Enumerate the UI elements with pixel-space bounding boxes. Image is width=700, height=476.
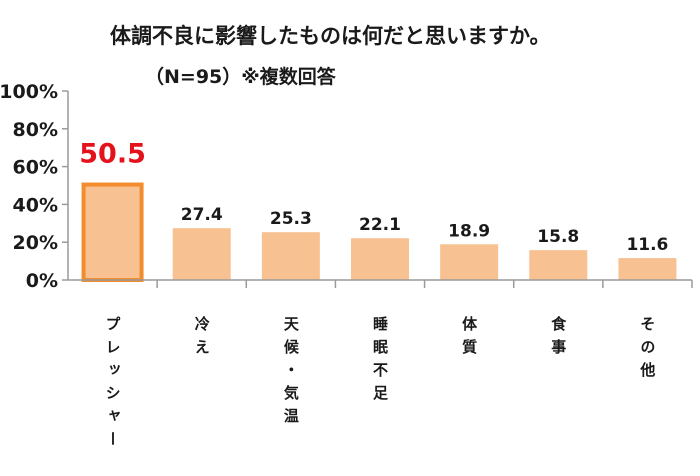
category-label: 冷え — [193, 315, 211, 362]
category-label: その他 — [638, 316, 656, 385]
value-label: 25.3 — [270, 209, 312, 229]
category-label: 食事 — [549, 315, 567, 362]
category-label: 睡眠不足 — [371, 315, 389, 408]
bar — [81, 182, 144, 282]
value-label: 15.8 — [537, 227, 579, 247]
value-label: 27.4 — [181, 205, 223, 225]
bars — [81, 182, 677, 282]
y-axis: 0% 20% 40% 60% 80% 100% — [0, 81, 69, 292]
bar — [261, 232, 320, 280]
bar — [618, 258, 677, 280]
bar — [172, 228, 231, 280]
value-label: 22.1 — [359, 215, 401, 235]
y-tick-label: 80% — [13, 119, 58, 141]
value-label: 11.6 — [626, 235, 668, 255]
category-label: プレッシャー — [104, 316, 122, 454]
category-label: 天候・気温 — [282, 316, 300, 431]
value-label: 50.5 — [79, 139, 146, 170]
bar — [529, 250, 588, 280]
y-tick-label: 40% — [13, 194, 58, 216]
bar — [440, 244, 499, 280]
y-tick-label: 0% — [26, 270, 58, 292]
x-axis: プレッシャー 冷え 天候・気温 睡眠不足 体質 食事 その他 — [68, 279, 693, 454]
value-label: 18.9 — [448, 221, 490, 241]
bar — [351, 238, 409, 280]
value-labels: 50.5 27.4 25.3 22.1 18.9 15.8 11.6 — [79, 139, 668, 256]
category-label: 体質 — [460, 315, 478, 362]
chart-title: 体調不良に影響したものは何だと思いますか。 — [110, 24, 551, 48]
y-tick-label: 60% — [13, 157, 58, 179]
y-tick-label: 20% — [13, 232, 58, 254]
chart-subtitle: （N=95）※複数回答 — [145, 66, 336, 88]
y-tick-label: 100% — [0, 81, 58, 103]
